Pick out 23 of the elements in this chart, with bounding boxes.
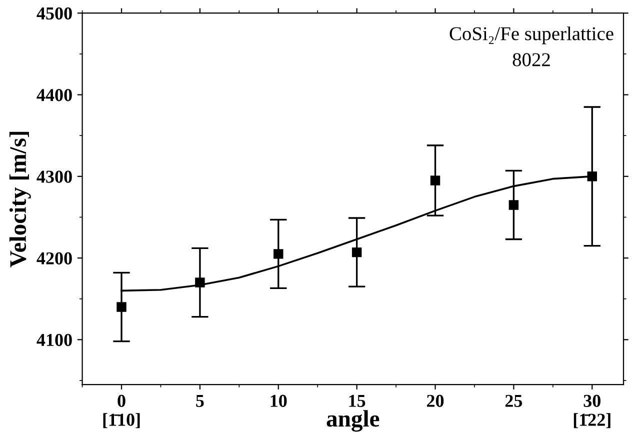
point: [430, 176, 440, 186]
x-tick-label: 15: [349, 394, 366, 407]
y-tick-label: 4100: [36, 334, 72, 346]
x-tick-label: 30 [1̄22]: [574, 394, 610, 428]
x-tick-label: 20: [426, 394, 444, 407]
annotation: CoSi₂/Fe superlattice: [450, 26, 614, 44]
y-tick-label: 4500: [36, 7, 72, 20]
point: [274, 249, 284, 259]
point: [195, 278, 205, 288]
y-axis-title: Velocity [m/s]: [9, 132, 31, 268]
x-tick-label: 0 [1̄10]: [103, 394, 140, 428]
point: [508, 200, 519, 210]
x-tick-label: 5: [196, 394, 204, 407]
x-axis-title: angle: [326, 410, 380, 432]
point: [587, 172, 597, 182]
point: [352, 247, 362, 258]
y-tick-label: 4400: [36, 89, 72, 102]
y-tick-label: 4200: [36, 252, 72, 264]
annotation: 8022: [512, 53, 550, 66]
x-tick-label: 10: [270, 394, 287, 407]
point: [116, 302, 126, 312]
y-tick-label: 4300: [36, 170, 72, 183]
x-tick-label: 25: [505, 394, 522, 407]
